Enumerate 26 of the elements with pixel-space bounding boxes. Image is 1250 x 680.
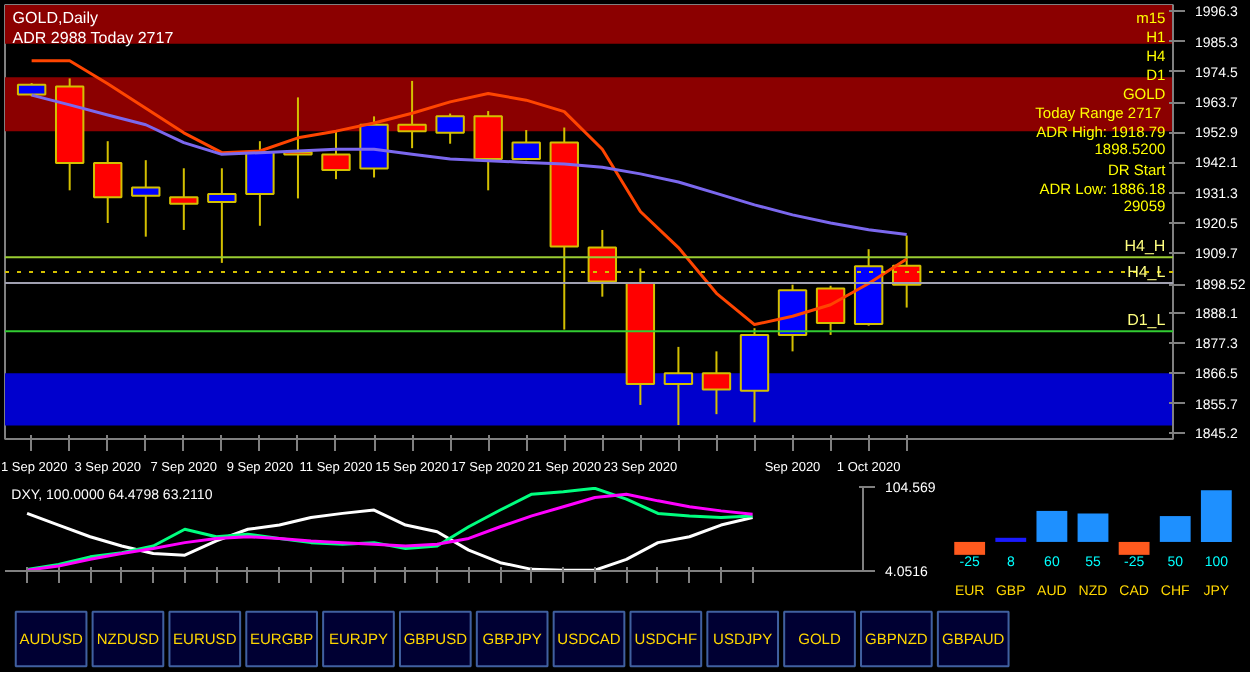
candlestick [397,79,427,150]
text: ADR 2988 Today 2717 [12,29,175,47]
candlestick [473,110,503,192]
ref-line-label: H4_L [1127,262,1167,281]
bar [1077,513,1109,542]
ref-line-label: H4_H [1124,237,1166,256]
candlestick [245,140,275,227]
bar [1118,541,1150,555]
candlestick [169,167,199,231]
candlestick [435,112,465,145]
candlestick [511,129,541,162]
line-series [30,93,909,236]
bar [954,541,986,555]
candlestick [93,140,123,224]
candlestick [131,159,161,238]
ref-line-label: D1_L [1127,311,1167,330]
candlestick [663,345,694,427]
bar [1200,490,1232,542]
line-series [25,508,755,571]
bar [1036,510,1068,542]
candlestick [207,167,237,264]
bar [1159,516,1191,542]
candlestick [701,350,732,416]
candlestick [359,115,389,179]
chart-title: GOLD,Daily [12,9,98,27]
candlestick [321,129,351,181]
